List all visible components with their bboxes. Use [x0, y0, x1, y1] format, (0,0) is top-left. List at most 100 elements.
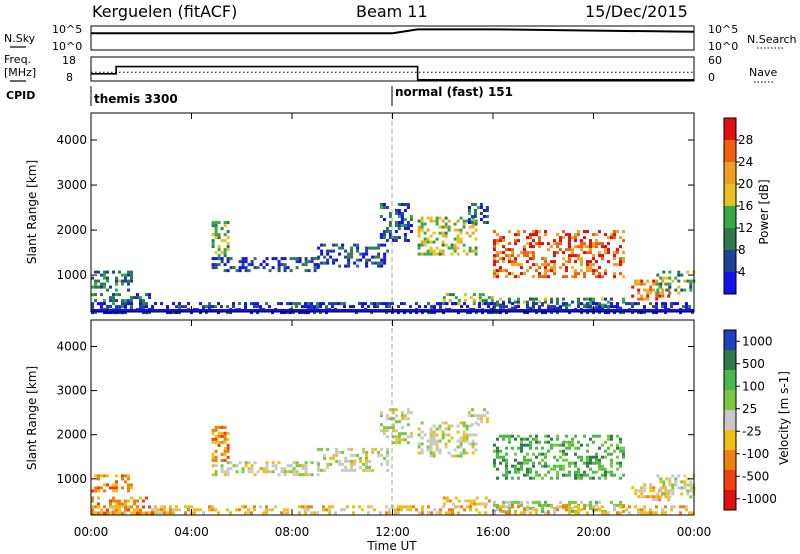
data-cell	[121, 305, 124, 309]
data-cell	[380, 447, 384, 451]
data-cell	[211, 239, 215, 243]
data-cell	[646, 294, 650, 298]
data-cell	[474, 228, 478, 232]
data-cell	[326, 249, 330, 253]
data-cell	[505, 464, 508, 468]
data-cell	[94, 489, 97, 493]
data-cell	[589, 455, 592, 459]
data-cell	[214, 458, 218, 462]
data-cell	[634, 489, 638, 493]
data-cell	[268, 508, 271, 512]
data-cell	[450, 436, 454, 440]
data-cell	[637, 297, 641, 301]
colorbar-swatch-2	[724, 228, 736, 250]
data-cell	[586, 263, 589, 267]
data-cell	[462, 424, 466, 428]
data-cell	[406, 203, 410, 206]
data-cell	[541, 242, 544, 246]
data-cell	[656, 282, 660, 286]
data-cell	[562, 302, 565, 306]
data-cell	[439, 302, 442, 306]
data-cell	[496, 508, 499, 512]
data-cell	[241, 257, 245, 261]
data-cell	[482, 221, 486, 224]
data-cell	[274, 467, 278, 471]
data-cell	[514, 437, 517, 441]
data-cell	[457, 299, 461, 303]
data-cell	[441, 234, 445, 238]
data-cell	[211, 266, 215, 270]
data-cell	[355, 311, 358, 315]
data-cell	[689, 489, 693, 493]
data-cell	[640, 508, 643, 512]
data-cell	[544, 440, 547, 444]
data-cell	[553, 511, 556, 515]
data-cell	[325, 508, 328, 512]
data-cell	[347, 459, 351, 463]
data-cell	[365, 468, 369, 472]
data-cell	[388, 224, 392, 227]
data-cell	[444, 216, 448, 220]
x-tick-label-3: 12:00	[375, 525, 410, 539]
data-cell	[595, 233, 598, 237]
data-cell	[689, 480, 693, 484]
data-cell	[466, 499, 470, 503]
data-cell	[631, 305, 634, 309]
data-cell	[118, 293, 121, 297]
data-cell	[613, 473, 616, 477]
data-cell	[598, 272, 601, 276]
data-cell	[619, 511, 622, 515]
data-cell	[386, 450, 390, 454]
data-cell	[247, 269, 251, 273]
data-cell	[511, 505, 514, 509]
data-cell	[568, 236, 571, 240]
data-cell	[485, 206, 489, 209]
data-cell	[526, 300, 529, 304]
data-cell	[466, 505, 469, 509]
data-cell	[223, 269, 227, 273]
data-cell	[319, 311, 322, 315]
data-cell	[683, 486, 687, 490]
data-cell	[598, 251, 601, 255]
data-cell	[529, 443, 532, 447]
data-cell	[473, 215, 477, 218]
data-cell	[316, 461, 320, 465]
data-cell	[112, 270, 115, 274]
data-cell	[115, 474, 118, 478]
data-cell	[479, 212, 483, 215]
data-cell	[680, 486, 684, 490]
data-cell	[565, 446, 568, 450]
data-cell	[511, 306, 514, 310]
data-cell	[106, 508, 109, 512]
data-cell	[604, 269, 607, 273]
data-cell	[592, 505, 595, 509]
data-cell	[444, 222, 448, 226]
data-cell	[274, 505, 277, 509]
data-cell	[456, 237, 460, 241]
data-cell	[544, 455, 547, 459]
data-cell	[377, 453, 381, 457]
data-cell	[124, 279, 127, 283]
data-cell	[478, 511, 481, 515]
data-cell	[367, 305, 370, 309]
data-cell	[391, 236, 395, 239]
data-cell	[391, 426, 395, 430]
data-cell	[214, 449, 218, 453]
data-cell	[211, 473, 215, 477]
data-cell	[223, 239, 227, 243]
data-cell	[474, 252, 478, 256]
data-cell	[517, 446, 520, 450]
data-cell	[109, 486, 112, 490]
data-cell	[505, 470, 508, 474]
data-cell	[553, 260, 556, 264]
data-cell	[136, 505, 139, 509]
data-cell	[316, 473, 320, 477]
data-cell	[592, 272, 595, 276]
data-cell	[298, 511, 301, 515]
data-cell	[238, 461, 242, 465]
data-cell	[418, 305, 421, 309]
data-cell	[601, 455, 604, 459]
data-cell	[388, 215, 392, 218]
data-cell	[613, 272, 616, 276]
data-cell	[586, 251, 589, 255]
